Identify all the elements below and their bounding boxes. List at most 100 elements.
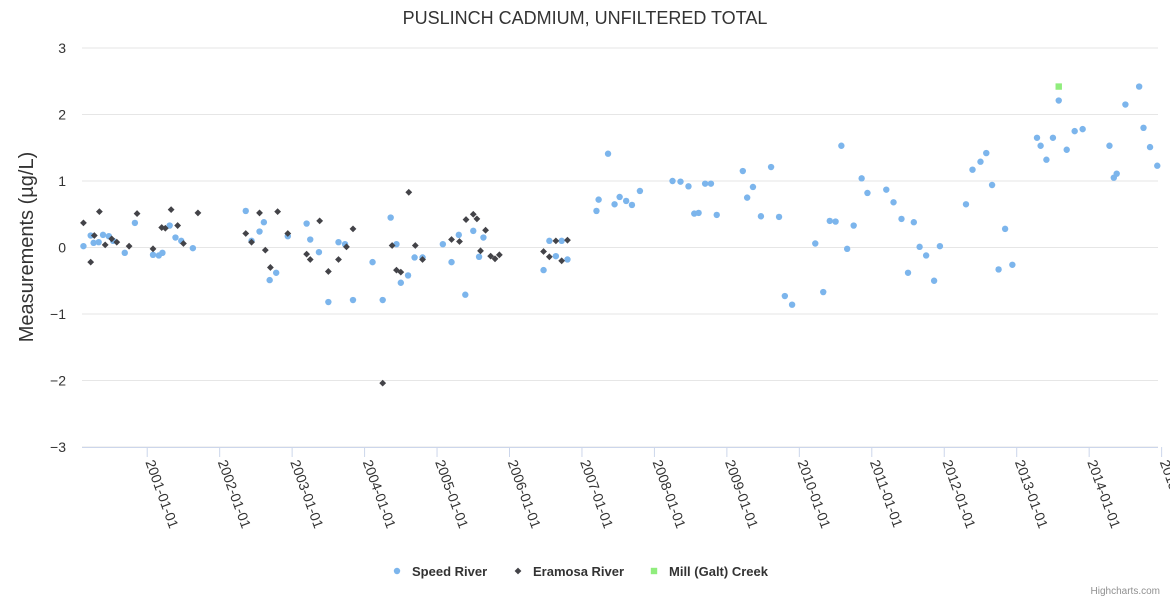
data-point[interactable] [393, 266, 400, 274]
data-point[interactable] [1140, 124, 1147, 131]
data-point[interactable] [307, 236, 314, 243]
data-point[interactable] [99, 231, 107, 239]
data-point[interactable] [843, 245, 851, 253]
data-point[interactable] [242, 207, 249, 215]
data-point[interactable] [995, 266, 1002, 273]
data-point[interactable] [604, 150, 612, 157]
data-point[interactable] [411, 242, 419, 249]
data-point[interactable] [306, 256, 314, 263]
data-point[interactable] [470, 227, 477, 235]
data-point[interactable] [1106, 142, 1113, 149]
data-point[interactable] [379, 379, 387, 387]
data-point[interactable] [883, 186, 890, 193]
data-point[interactable] [166, 222, 173, 229]
data-point[interactable] [174, 222, 182, 229]
legend-symbol[interactable] [650, 567, 658, 575]
data-point[interactable] [1113, 170, 1120, 177]
data-point[interactable] [242, 230, 250, 237]
data-point[interactable] [149, 251, 157, 259]
data-point[interactable] [335, 256, 342, 263]
data-point[interactable] [473, 215, 481, 223]
data-point[interactable] [545, 253, 553, 261]
data-point[interactable] [552, 252, 560, 260]
data-point[interactable] [80, 242, 87, 250]
data-point[interactable] [1001, 225, 1009, 233]
data-point[interactable] [349, 296, 357, 304]
data-point[interactable] [101, 241, 109, 249]
data-point[interactable] [248, 238, 255, 246]
data-point[interactable] [167, 206, 175, 213]
data-point[interactable] [916, 243, 923, 251]
data-point[interactable] [1055, 83, 1062, 90]
data-point[interactable] [1037, 142, 1044, 149]
data-point[interactable] [480, 234, 487, 241]
data-point[interactable] [121, 249, 128, 257]
data-point[interactable] [462, 216, 470, 223]
data-point[interactable] [1154, 162, 1161, 169]
data-point[interactable] [749, 183, 757, 191]
data-point[interactable] [858, 175, 865, 182]
data-point[interactable] [564, 256, 571, 263]
data-point[interactable] [969, 166, 976, 173]
data-point[interactable] [1049, 134, 1057, 141]
data-point[interactable] [462, 291, 469, 298]
legend-symbol[interactable] [514, 567, 522, 575]
data-point[interactable] [1063, 146, 1070, 153]
data-point[interactable] [910, 219, 918, 226]
data-point[interactable] [324, 268, 332, 275]
data-point[interactable] [595, 196, 602, 203]
data-point[interactable] [482, 226, 489, 234]
data-point[interactable] [113, 238, 121, 246]
data-point[interactable] [149, 245, 157, 253]
data-point[interactable] [343, 243, 350, 251]
data-point[interactable] [303, 250, 311, 258]
data-point[interactable] [850, 222, 857, 229]
data-point[interactable] [266, 276, 273, 284]
data-point[interactable] [540, 266, 547, 274]
data-point[interactable] [820, 288, 827, 296]
data-point[interactable] [616, 193, 623, 201]
data-point[interactable] [161, 224, 169, 232]
data-point[interactable] [87, 258, 95, 266]
legend-item[interactable]: Speed River [393, 564, 487, 579]
data-point[interactable] [469, 210, 477, 218]
data-point[interactable] [743, 194, 751, 201]
data-point[interactable] [404, 272, 412, 279]
data-point[interactable] [540, 248, 547, 255]
data-point[interactable] [962, 201, 970, 208]
data-point[interactable] [1071, 127, 1078, 135]
data-point[interactable] [411, 254, 418, 261]
data-point[interactable] [387, 214, 394, 221]
legend-item[interactable]: Mill (Galt) Creek [650, 564, 769, 579]
data-point[interactable] [546, 237, 553, 245]
data-point[interactable] [558, 257, 566, 265]
data-point[interactable] [369, 258, 376, 266]
data-point[interactable] [284, 230, 292, 237]
data-point[interactable] [448, 258, 455, 266]
data-point[interactable] [172, 234, 179, 241]
data-point[interactable] [349, 225, 357, 233]
data-point[interactable] [890, 199, 897, 206]
data-point[interactable] [316, 217, 324, 225]
data-point[interactable] [90, 232, 98, 239]
data-point[interactable] [936, 242, 944, 250]
data-point[interactable] [713, 211, 720, 219]
data-point[interactable] [701, 180, 709, 187]
data-point[interactable] [904, 269, 912, 276]
data-point[interactable] [1033, 134, 1041, 141]
legend-symbol[interactable] [393, 567, 401, 575]
data-point[interactable] [1079, 125, 1086, 133]
data-point[interactable] [448, 236, 455, 243]
data-point[interactable] [491, 255, 499, 263]
data-point[interactable] [475, 253, 483, 261]
data-point[interactable] [611, 201, 618, 208]
data-point[interactable] [1043, 156, 1050, 163]
data-point[interactable] [922, 252, 930, 259]
data-point[interactable] [775, 213, 783, 221]
data-point[interactable] [669, 177, 676, 185]
data-point[interactable] [256, 209, 263, 217]
data-point[interactable] [622, 197, 630, 205]
data-point[interactable] [685, 183, 692, 190]
data-point[interactable] [757, 213, 765, 220]
data-point[interactable] [303, 220, 310, 227]
